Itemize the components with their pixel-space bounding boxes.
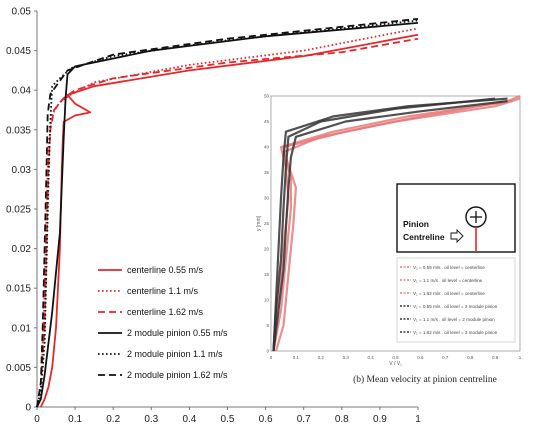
inset-series-line <box>272 97 508 352</box>
y-tick-label: 0.015 <box>6 284 31 295</box>
x-tick-label: 0.4 <box>182 414 196 425</box>
inset-y-tick-label: 5 <box>266 323 269 328</box>
main-legend: centerline 0.55 m/s centerline 1.1 m/s cen… <box>98 265 228 380</box>
x-tick-label: 1 <box>415 414 421 425</box>
diagram-label-line-2: Centreline <box>403 232 445 242</box>
pinion-diagram: Pinion Centreline <box>396 183 516 253</box>
y-tick-label: 0.035 <box>6 125 31 136</box>
x-tick-label: 0.1 <box>68 414 82 425</box>
inset-x-tick-label: 0 <box>270 355 273 360</box>
inset-y-tick-label: 40 <box>264 145 270 150</box>
y-tick-label: 0.03 <box>12 165 32 176</box>
inset-x-tick-label: 0.3 <box>343 355 350 360</box>
series-line <box>36 22 419 408</box>
legend-label: centerline 1.62 m/s <box>127 307 204 317</box>
legend-label: 2 module pinion 1.1 m/s <box>127 349 223 359</box>
inset-y-tick-label: 30 <box>264 196 270 201</box>
inset-plot-frame <box>270 95 521 352</box>
inset-y-tick-label: 0 <box>266 349 269 354</box>
y-tick-label: 0.01 <box>12 323 32 334</box>
inset-series-line <box>272 97 496 352</box>
inset-x-tick-label: 0.5 <box>392 355 399 360</box>
x-tick-label: 0.5 <box>221 414 235 425</box>
inset-x-tick-label: 0.4 <box>367 355 374 360</box>
series-line <box>36 27 419 408</box>
inset-legend-frame <box>396 257 516 343</box>
inset-caption: (b) Mean velocity at pinion centreline <box>353 375 497 385</box>
inset-legend-label: V₁ = 0.55 m/s . oil level = 2 module pin… <box>413 304 498 309</box>
y-tick-label: 0.005 <box>6 363 31 374</box>
inset-y-tick-label: 50 <box>264 94 270 99</box>
x-tick-label: 0 <box>34 414 40 425</box>
legend-label: centerline 1.1 m/s <box>127 286 199 296</box>
diagram-frame <box>396 183 516 253</box>
inset-y-tick-label: 25 <box>264 221 270 226</box>
inset-legend-label: V₁ = 1.62 m/s . oil level = centerline <box>413 291 485 296</box>
inset-x-tick-label: 1 <box>519 355 522 360</box>
legend-label: centerline 0.55 m/s <box>127 265 204 275</box>
inset-y-tick-label: 35 <box>264 170 270 175</box>
y-tick-label: 0.045 <box>6 46 31 57</box>
inset-x-tick-label: 0.7 <box>442 355 449 360</box>
main-axes: 0 0.1 0.2 0.3 0.4 0.5 0.6 0.7 0.8 0.9 100.0050.010… <box>6 7 421 426</box>
y-tick-label: 0.05 <box>12 7 32 18</box>
inset-x-tick-label: 0.2 <box>318 355 325 360</box>
inset-x-axis-label: V / V₁ <box>389 361 402 367</box>
legend-label: 2 module pinion 0.55 m/s <box>127 328 228 338</box>
inset-x-tick-label: 0.1 <box>293 355 300 360</box>
x-tick-label: 0.7 <box>297 414 311 425</box>
inset-series-line <box>272 100 508 352</box>
inset-y-tick-label: 10 <box>264 298 270 303</box>
y-tick-label: 0.025 <box>6 205 31 216</box>
inset-series <box>272 94 521 352</box>
y-tick-label: 0.04 <box>12 86 32 97</box>
inset-legend-label: V₁ = 0.55 m/s . oil level = centerline <box>413 265 485 270</box>
x-tick-label: 0.8 <box>335 414 349 425</box>
inset-chart: 0 0.1 0.2 0.3 0.4 0.5 0.6 0.7 0.8 0.9 105101520253… <box>252 88 540 394</box>
inset-x-tick-label: 0.8 <box>467 355 474 360</box>
inset-y-tick-label: 45 <box>264 119 270 124</box>
inset-x-tick-label: 0.9 <box>492 355 499 360</box>
inset-legend-label: V₁ = 1.1 m/s . oil level = 2 module pini… <box>413 317 495 322</box>
series-line <box>36 37 419 408</box>
x-tick-label: 0.2 <box>106 414 120 425</box>
main-series <box>36 18 419 408</box>
legend-label: 2 module pinion 1.62 m/s <box>127 370 228 380</box>
inset-y-tick-label: 20 <box>264 247 270 252</box>
inset-y-tick-label: 15 <box>264 272 270 277</box>
y-tick-label: 0 <box>25 403 31 414</box>
arrow-right-icon <box>450 228 464 244</box>
inset-x-tick-label: 0.6 <box>417 355 424 360</box>
x-tick-label: 0.3 <box>144 414 158 425</box>
inset-legend: V₁ = 0.55 m/s . oil level = centerline V₁… <box>396 257 516 343</box>
inset-legend-label: V₁ = 1.1 m/s . oil level = centerline <box>413 278 483 283</box>
inset-y-axis-label: y [mm] <box>256 215 262 231</box>
series-line <box>36 18 419 408</box>
inset-legend-label: V₁ = 1.62 m/s . oil level = 2 module pin… <box>413 330 498 335</box>
x-tick-label: 0.6 <box>259 414 273 425</box>
series-line <box>36 19 419 408</box>
diagram-label-line-1: Pinion <box>403 219 429 229</box>
x-tick-label: 0.9 <box>373 414 387 425</box>
y-tick-label: 0.02 <box>12 244 32 255</box>
